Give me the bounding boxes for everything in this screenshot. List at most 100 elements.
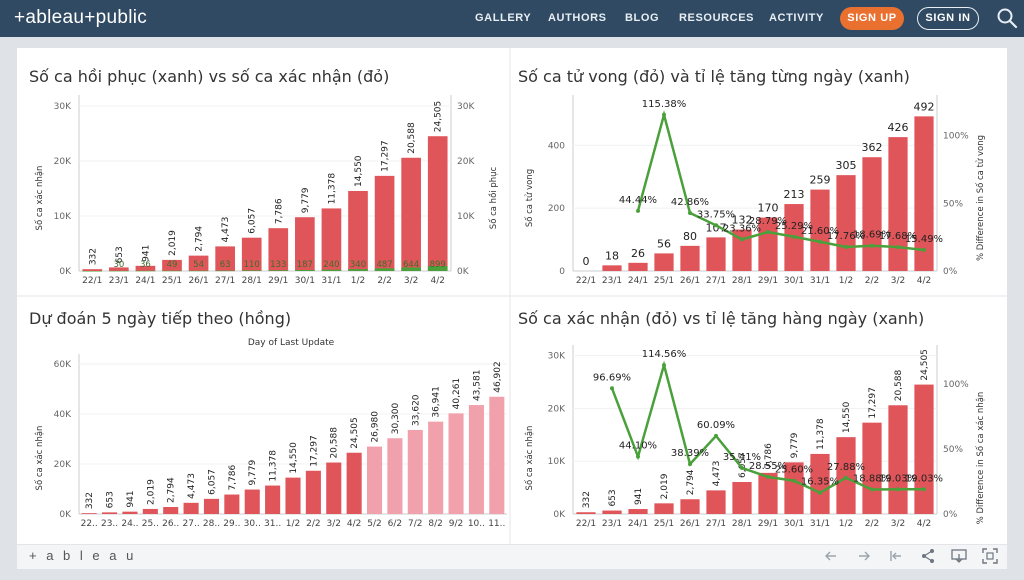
data-label: 7,786 — [764, 443, 774, 469]
bar — [102, 512, 118, 514]
bar — [142, 508, 158, 514]
sign-up-button[interactable]: SIGN UP — [840, 7, 904, 30]
y2-axis-label: Số ca hồi phục — [488, 166, 499, 229]
y2-tick-label: 20K — [457, 157, 475, 167]
data-label: 2,019 — [168, 230, 178, 256]
data-label: 941 — [634, 488, 644, 505]
bar — [224, 494, 240, 514]
tableau-footer-logo[interactable]: + a b l e a u — [29, 548, 137, 563]
data-label: 26 — [631, 247, 645, 260]
data-label: 20,588 — [407, 122, 417, 154]
growth-rate-label: 27.88% — [827, 462, 865, 473]
x-tick-label: 26/1 — [188, 276, 208, 286]
data-label: 2,019 — [146, 479, 156, 505]
fullscreen-icon[interactable] — [981, 547, 999, 565]
x-tick-label: 22/1 — [576, 276, 596, 286]
data-label: 7,786 — [274, 198, 284, 224]
share-icon[interactable] — [919, 547, 937, 565]
growth-rate-point — [766, 474, 770, 479]
data-label: 0 — [583, 255, 590, 268]
bar — [628, 509, 648, 514]
bar — [268, 228, 289, 271]
data-label: 11,378 — [269, 450, 279, 482]
dashboard-canvas: Số ca hồi phục (xanh) vs số ca xác nhận … — [17, 48, 1007, 544]
sign-in-button[interactable]: SIGN IN — [917, 7, 979, 30]
growth-rate-label: 44.44% — [619, 195, 657, 206]
x-tick-label: 29/1 — [758, 276, 778, 286]
growth-rate-label: 42.86% — [671, 197, 709, 208]
growth-rate-label: 96.69% — [593, 372, 631, 383]
data-label: 11,378 — [327, 173, 337, 205]
data-label: 20,588 — [894, 370, 904, 402]
y-tick-label: 10K — [54, 212, 72, 222]
nav-resources[interactable]: RESOURCES — [679, 12, 755, 24]
x-tick-label: 2/2 — [865, 276, 879, 286]
y2-axis-label: % Difference in Số ca xác nhận — [975, 392, 986, 525]
y-tick-label: 10K — [548, 457, 566, 467]
growth-rate-point — [714, 223, 718, 228]
growth-rate-label: 15.49% — [905, 234, 943, 245]
data-label: 362 — [862, 141, 883, 154]
x-tick-label: 22.. — [81, 519, 98, 529]
data-label: 653 — [115, 246, 125, 263]
nav-authors[interactable]: AUTHORS — [548, 12, 607, 24]
chart-title: Số ca tử vong (đỏ) và tỉ lệ tăng từng ng… — [518, 67, 910, 86]
x-tick-label: 5/2 — [367, 519, 381, 529]
data-label: 14,550 — [289, 442, 299, 474]
data-label: 9,779 — [248, 460, 258, 486]
data-label: 26,980 — [371, 411, 381, 443]
bar — [348, 190, 368, 271]
x-tick-label: 25/1 — [654, 519, 674, 529]
x-tick-label: 24/1 — [628, 519, 648, 529]
bar — [758, 472, 778, 514]
chart-1: Số ca hồi phục (xanh) vs số ca xác nhận … — [29, 67, 499, 286]
data-label: 24,505 — [350, 417, 360, 449]
y2-tick-label: 0K — [457, 267, 470, 277]
tableau-public-logo[interactable]: +ableau+public — [14, 7, 148, 28]
x-tick-label: 6/2 — [388, 519, 402, 529]
revert-icon[interactable] — [887, 547, 905, 565]
bar — [265, 485, 281, 514]
data-label: 30,300 — [391, 402, 401, 434]
chart-subtitle: Day of Last Update — [248, 338, 335, 348]
growth-rate-label: 33.75% — [697, 209, 735, 220]
bar — [82, 269, 103, 271]
data-label: 80 — [683, 230, 697, 243]
x-tick-label: 27/1 — [215, 276, 235, 286]
chart-3: Dự đoán 5 ngày tiếp theo (hồng) Day of La… — [29, 309, 507, 529]
bar — [680, 499, 700, 514]
download-icon[interactable] — [950, 547, 968, 565]
growth-rate-point — [896, 245, 900, 250]
y-tick-label: 20K — [54, 460, 72, 470]
y-tick-label: 20K — [54, 157, 72, 167]
bar — [427, 136, 448, 271]
bar — [122, 511, 138, 514]
x-tick-label: 28/1 — [242, 276, 262, 286]
nav-activity[interactable]: ACTIVITY — [769, 12, 824, 24]
x-tick-label: 30.. — [244, 519, 261, 529]
bar — [374, 175, 395, 271]
growth-rate-point — [818, 490, 822, 495]
x-tick-label: 4/2 — [917, 276, 931, 286]
y-tick-label: 20K — [548, 404, 566, 414]
growth-rate-label: 23.36% — [723, 223, 761, 234]
search-icon[interactable] — [996, 7, 1018, 29]
nav-gallery[interactable]: GALLERY — [475, 12, 532, 24]
y-tick-label: 60K — [54, 360, 72, 370]
undo-icon[interactable] — [822, 547, 840, 565]
growth-rate-point — [610, 386, 614, 391]
growth-rate-label: 60.09% — [697, 420, 735, 431]
bar — [295, 217, 315, 271]
chart-2: Số ca tử vong (đỏ) và tỉ lệ tăng từng ng… — [518, 67, 986, 286]
growth-rate-point — [740, 465, 744, 470]
recovered-bar — [295, 269, 315, 271]
x-tick-label: 31/1 — [810, 276, 830, 286]
data-label: 426 — [888, 121, 909, 134]
recovered-bar — [241, 270, 262, 271]
x-tick-label: 3/2 — [891, 276, 905, 286]
nav-blog[interactable]: BLOG — [625, 12, 660, 24]
x-tick-label: 2/2 — [306, 519, 320, 529]
data-label: 132 — [732, 214, 753, 227]
data-label: 11,378 — [816, 418, 826, 450]
redo-icon[interactable] — [855, 547, 873, 565]
